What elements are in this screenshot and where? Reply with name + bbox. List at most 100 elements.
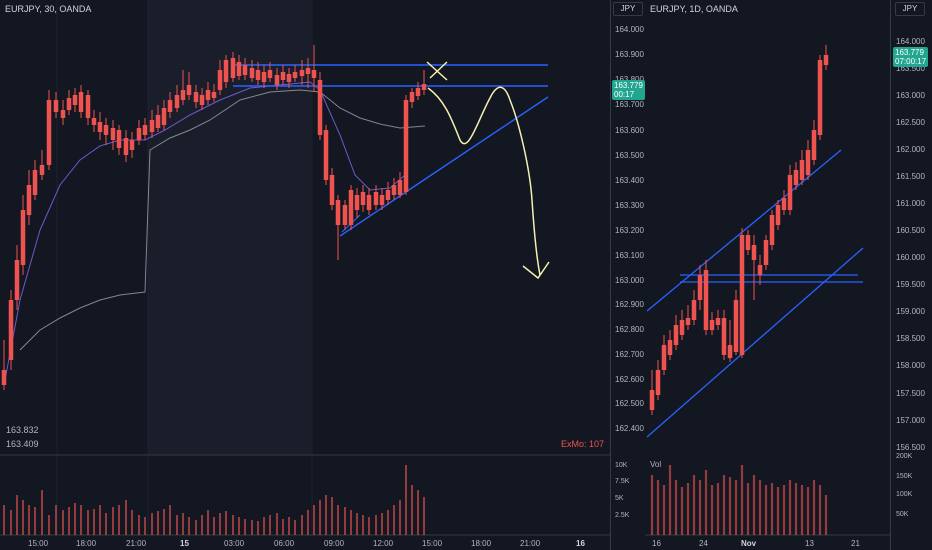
price-tick: 162.800 xyxy=(615,325,644,334)
candle-body xyxy=(317,80,323,135)
candle-body xyxy=(703,270,709,330)
channel-lower-line xyxy=(646,247,864,438)
right-chart-pane[interactable]: EURJPY, 1D, OANDA Vol 16 24 Nov 13 21 xyxy=(645,0,890,550)
candle-body xyxy=(715,318,721,325)
candle-body xyxy=(217,70,223,90)
price-tick: 162.700 xyxy=(615,350,644,359)
volume-bar xyxy=(41,490,43,535)
candle-body xyxy=(72,95,78,105)
price-tick: 163.300 xyxy=(615,201,644,210)
volume-bar xyxy=(62,510,64,535)
volume-tick: 5K xyxy=(615,495,624,502)
candle-body xyxy=(397,180,403,195)
volume-bar xyxy=(22,500,24,535)
volume-bar xyxy=(806,487,810,535)
volume-bar xyxy=(668,465,672,535)
volume-bar xyxy=(138,515,140,535)
candle-body xyxy=(817,60,823,135)
bar-countdown: 00:17 xyxy=(614,90,635,99)
volume-bar xyxy=(112,507,114,535)
price-tick: 156.500 xyxy=(896,443,925,452)
price-tick: 162.900 xyxy=(615,300,644,309)
left-price-axis[interactable]: JPY 164.000 163.900 163.800 163.700 163.… xyxy=(610,0,645,550)
volume-bar xyxy=(301,515,303,535)
volume-bar xyxy=(356,513,358,535)
volume-bar xyxy=(331,497,333,535)
volume-bar xyxy=(387,510,389,535)
volume-bar xyxy=(99,505,101,535)
left-chart-canvas[interactable] xyxy=(0,0,610,550)
volume-bar xyxy=(163,509,165,535)
volume-bar xyxy=(3,505,5,535)
volume-bar xyxy=(752,475,756,535)
candle-body xyxy=(274,75,280,85)
volume-bar xyxy=(125,500,127,535)
volume-bar xyxy=(325,495,327,535)
price-tick: 163.200 xyxy=(615,226,644,235)
candle-body xyxy=(769,215,775,245)
candle-body xyxy=(205,90,211,100)
candle-body xyxy=(8,300,14,360)
price-tick: 159.500 xyxy=(896,280,925,289)
left-candles xyxy=(1,45,427,390)
left-chart-pane[interactable]: 163.832 163.409 ExMo: 107 15:00 18:00 21… xyxy=(0,0,610,550)
time-label: 15 xyxy=(180,539,189,548)
candle-body xyxy=(805,150,811,175)
candle-body xyxy=(305,68,311,74)
candle-body xyxy=(85,95,91,118)
ma-line-long xyxy=(19,89,426,351)
volume-bar xyxy=(650,475,654,535)
volume-bar xyxy=(195,520,197,535)
volume-bar xyxy=(746,483,750,535)
volume-bar xyxy=(232,515,234,535)
volume-tick: 10K xyxy=(615,462,628,469)
volume-bar xyxy=(68,507,70,535)
volume-bar xyxy=(716,483,720,535)
volume-bar xyxy=(411,485,413,535)
price-tick: 163.500 xyxy=(615,151,644,160)
price-tick: 162.000 xyxy=(896,145,925,154)
candle-body xyxy=(242,65,248,75)
candle-body xyxy=(167,100,173,112)
volume-bar xyxy=(257,521,259,535)
volume-bar xyxy=(207,510,209,535)
candle-body xyxy=(745,235,751,250)
volume-bar xyxy=(417,490,419,535)
candle-body xyxy=(763,240,769,265)
candle-body xyxy=(91,118,97,125)
candle-body xyxy=(379,195,385,205)
candle-body xyxy=(223,60,229,82)
last-price-value: 163.779 xyxy=(614,81,643,90)
candle-body xyxy=(97,122,103,132)
candle-body xyxy=(46,100,52,165)
volume-bar xyxy=(144,517,146,535)
candle-body xyxy=(299,70,305,76)
candle-body xyxy=(373,192,379,205)
volume-bar xyxy=(263,517,265,535)
candle-body xyxy=(697,275,703,300)
ma-line-fast xyxy=(4,81,406,381)
right-candles xyxy=(649,45,829,415)
time-label: 12:00 xyxy=(373,539,394,548)
volume-bar xyxy=(74,503,76,535)
candle-body xyxy=(174,95,180,108)
currency-unit-button[interactable]: JPY xyxy=(895,2,925,16)
right-volume-bars xyxy=(650,465,828,535)
volume-pane-label: Vol xyxy=(650,460,662,469)
right-chart-header: EURJPY, 1D, OANDA xyxy=(650,4,738,14)
price-tick: 158.500 xyxy=(896,334,925,343)
candle-body xyxy=(799,160,805,180)
price-tick: 163.400 xyxy=(615,176,644,185)
candle-body xyxy=(403,100,409,192)
right-price-axis[interactable]: JPY 164.000 163.500 163.000 162.500 162.… xyxy=(890,0,932,550)
volume-bar xyxy=(794,483,798,535)
volume-bar xyxy=(269,515,271,535)
currency-unit-button[interactable]: JPY xyxy=(613,2,643,16)
right-chart-canvas[interactable] xyxy=(645,0,890,550)
volume-bar xyxy=(698,480,702,535)
candle-body xyxy=(360,192,366,205)
volume-bar xyxy=(319,500,321,535)
volume-bar xyxy=(734,480,738,535)
time-label: 21:00 xyxy=(126,539,147,548)
volume-tick: 7.5K xyxy=(615,478,630,485)
